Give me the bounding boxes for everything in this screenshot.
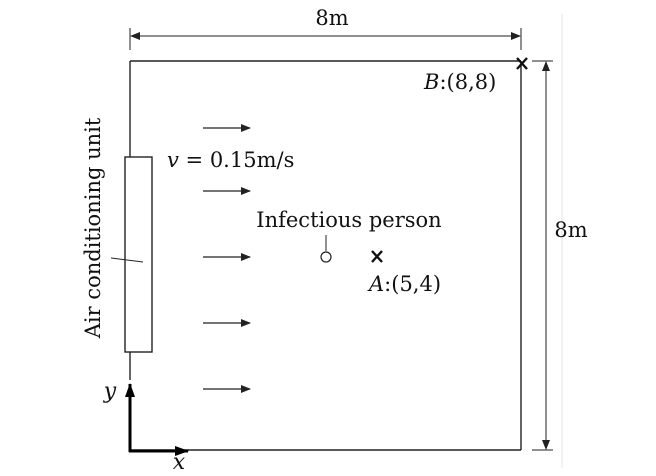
infectious-person-label: Infectious person [256,208,441,232]
velocity-variable: v [167,148,179,172]
x-mark-icon [516,57,528,70]
x-axis-label: x [173,450,186,475]
ac-unit-tick [110,257,144,263]
velocity-value: = 0.15m/s [179,148,294,172]
coordinate-axes: y x [103,379,189,475]
room-outline [129,60,522,451]
infectious-person: Infectious person [256,208,442,263]
y-axis-label: y [103,379,117,404]
ac-unit: Air conditioning unit [81,117,153,353]
velocity-label: v = 0.15m/s [167,148,294,172]
point-b: B:(8,8) [423,57,528,94]
airflow-arrows [203,124,251,393]
ac-unit-label: Air conditioning unit [81,117,105,339]
x-mark-icon [371,250,383,263]
point-a-label: A:(5,4) [367,272,441,296]
right-dimension: 8m [532,60,588,451]
infectious-person-marker [320,251,332,263]
point-b-label: B:(8,8) [423,70,496,94]
right-dimension-label: 8m [554,218,587,242]
ac-unit-body [124,156,153,353]
point-a: A:(5,4) [367,250,441,296]
top-dimension-label: 8m [315,6,348,30]
top-dimension: 8m [129,6,522,50]
